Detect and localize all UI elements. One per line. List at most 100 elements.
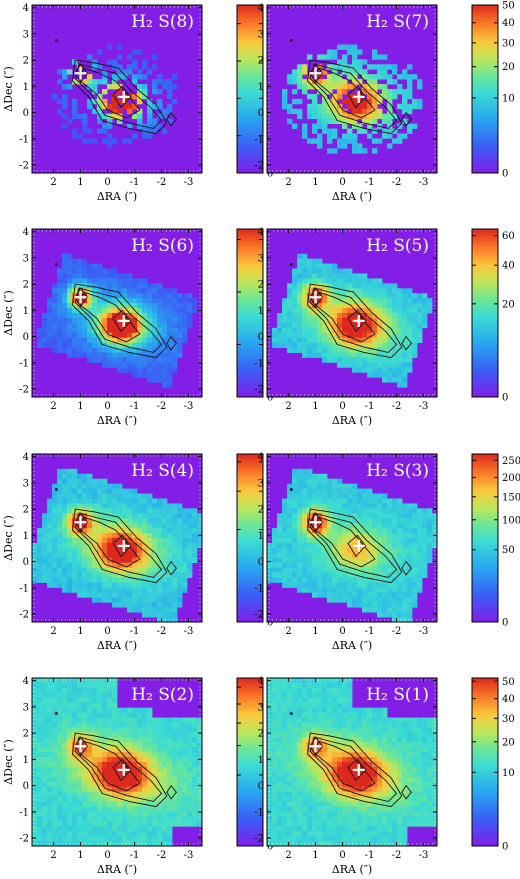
map-pixel <box>147 587 153 593</box>
map-pixel <box>142 612 148 618</box>
map-pixel <box>292 747 298 753</box>
map-pixel <box>117 533 123 539</box>
map-pixel <box>292 317 298 324</box>
map-pixel <box>377 332 383 339</box>
map-pixel <box>327 303 333 309</box>
map-pixel <box>377 547 383 554</box>
map-pixel <box>82 478 88 485</box>
field-star-dot <box>54 711 58 715</box>
map-pixel <box>287 488 293 494</box>
map-pixel <box>362 533 368 539</box>
map-pixel <box>327 572 333 578</box>
map-pixel <box>157 79 163 85</box>
map-pixel <box>167 826 173 832</box>
contour <box>166 784 177 800</box>
map-pixel <box>157 762 163 768</box>
map-pixel <box>352 597 358 603</box>
map-pixel <box>152 752 158 758</box>
map-pixel <box>152 303 158 309</box>
map-pixel <box>127 108 133 115</box>
map-pixel <box>127 752 133 758</box>
map-pixel <box>132 592 138 598</box>
map-pixel <box>307 836 313 842</box>
map-pixel <box>322 488 328 494</box>
map-pixel <box>62 293 68 299</box>
map-pixel <box>287 801 293 807</box>
map-pixel <box>152 118 158 124</box>
map-pixel <box>52 342 58 348</box>
map-pixel <box>352 337 358 344</box>
map-pixel <box>377 362 383 368</box>
map-pixel <box>342 98 348 105</box>
map-pixel <box>297 577 303 583</box>
map-pixel <box>142 64 148 70</box>
map-pixel <box>282 762 288 768</box>
map-pixel <box>92 737 98 743</box>
x-tick-label: 1 <box>312 177 318 188</box>
map-pixel <box>127 64 133 70</box>
x-tick-label: 1 <box>312 626 318 637</box>
map-pixel <box>182 332 188 339</box>
map-pixel <box>37 707 43 713</box>
map-pixel <box>82 816 88 822</box>
map-pixel <box>327 582 333 588</box>
map-pixel <box>87 308 93 314</box>
map-pixel <box>272 528 278 534</box>
map-pixel <box>422 562 428 569</box>
map-pixel <box>337 542 343 549</box>
map-pixel <box>47 752 53 758</box>
map-pixel <box>172 322 178 329</box>
map-pixel <box>332 582 338 588</box>
map-pixel <box>102 597 108 603</box>
map-pixel <box>102 98 108 105</box>
map-pixel <box>302 508 308 514</box>
map-pixel <box>397 582 403 588</box>
map-pixel <box>187 786 193 793</box>
map-pixel <box>97 831 103 837</box>
map-pixel <box>312 528 318 534</box>
map-pixel <box>42 811 48 817</box>
map-pixel <box>382 64 388 70</box>
map-pixel <box>157 337 163 344</box>
map-pixel <box>72 552 78 559</box>
map-pixel <box>272 766 278 773</box>
map-pixel <box>37 841 43 846</box>
map-pixel <box>357 508 363 514</box>
map-pixel <box>377 518 383 524</box>
map-pixel <box>57 722 63 728</box>
map-pixel <box>277 826 283 832</box>
map-pixel <box>302 528 308 534</box>
map-pixel <box>387 298 393 304</box>
map-pixel <box>122 752 128 758</box>
map-pixel <box>47 747 53 753</box>
map-pixel <box>57 557 63 564</box>
map-pixel <box>372 562 378 569</box>
contour-lines <box>307 508 412 584</box>
map-pixel <box>312 308 318 314</box>
map-pixel <box>292 801 298 807</box>
map-pixel <box>72 263 78 269</box>
map-pixel <box>337 592 343 598</box>
map-pixel <box>327 54 333 60</box>
map-pixel <box>317 732 323 738</box>
map-pixel <box>172 518 178 524</box>
map-pixel <box>52 752 58 758</box>
map-pixel <box>287 707 293 713</box>
map-pixel <box>182 742 188 748</box>
map-pixel <box>292 283 298 289</box>
map-pixel <box>417 567 423 573</box>
map-pixel <box>117 84 123 90</box>
map-pixel <box>377 612 383 618</box>
map-pixel <box>327 268 333 274</box>
map-pixel <box>362 523 368 529</box>
map-pixel <box>62 742 68 748</box>
map-pixel <box>172 737 178 743</box>
colorbar-tick-label: 0 <box>502 169 508 180</box>
map-pixel <box>302 273 308 279</box>
map-pixel <box>92 727 98 733</box>
map-pixel <box>352 498 358 504</box>
map-pixel <box>127 552 133 559</box>
map-pixel <box>62 488 68 494</box>
map-pixel <box>172 557 178 564</box>
map-pixel <box>332 572 338 578</box>
